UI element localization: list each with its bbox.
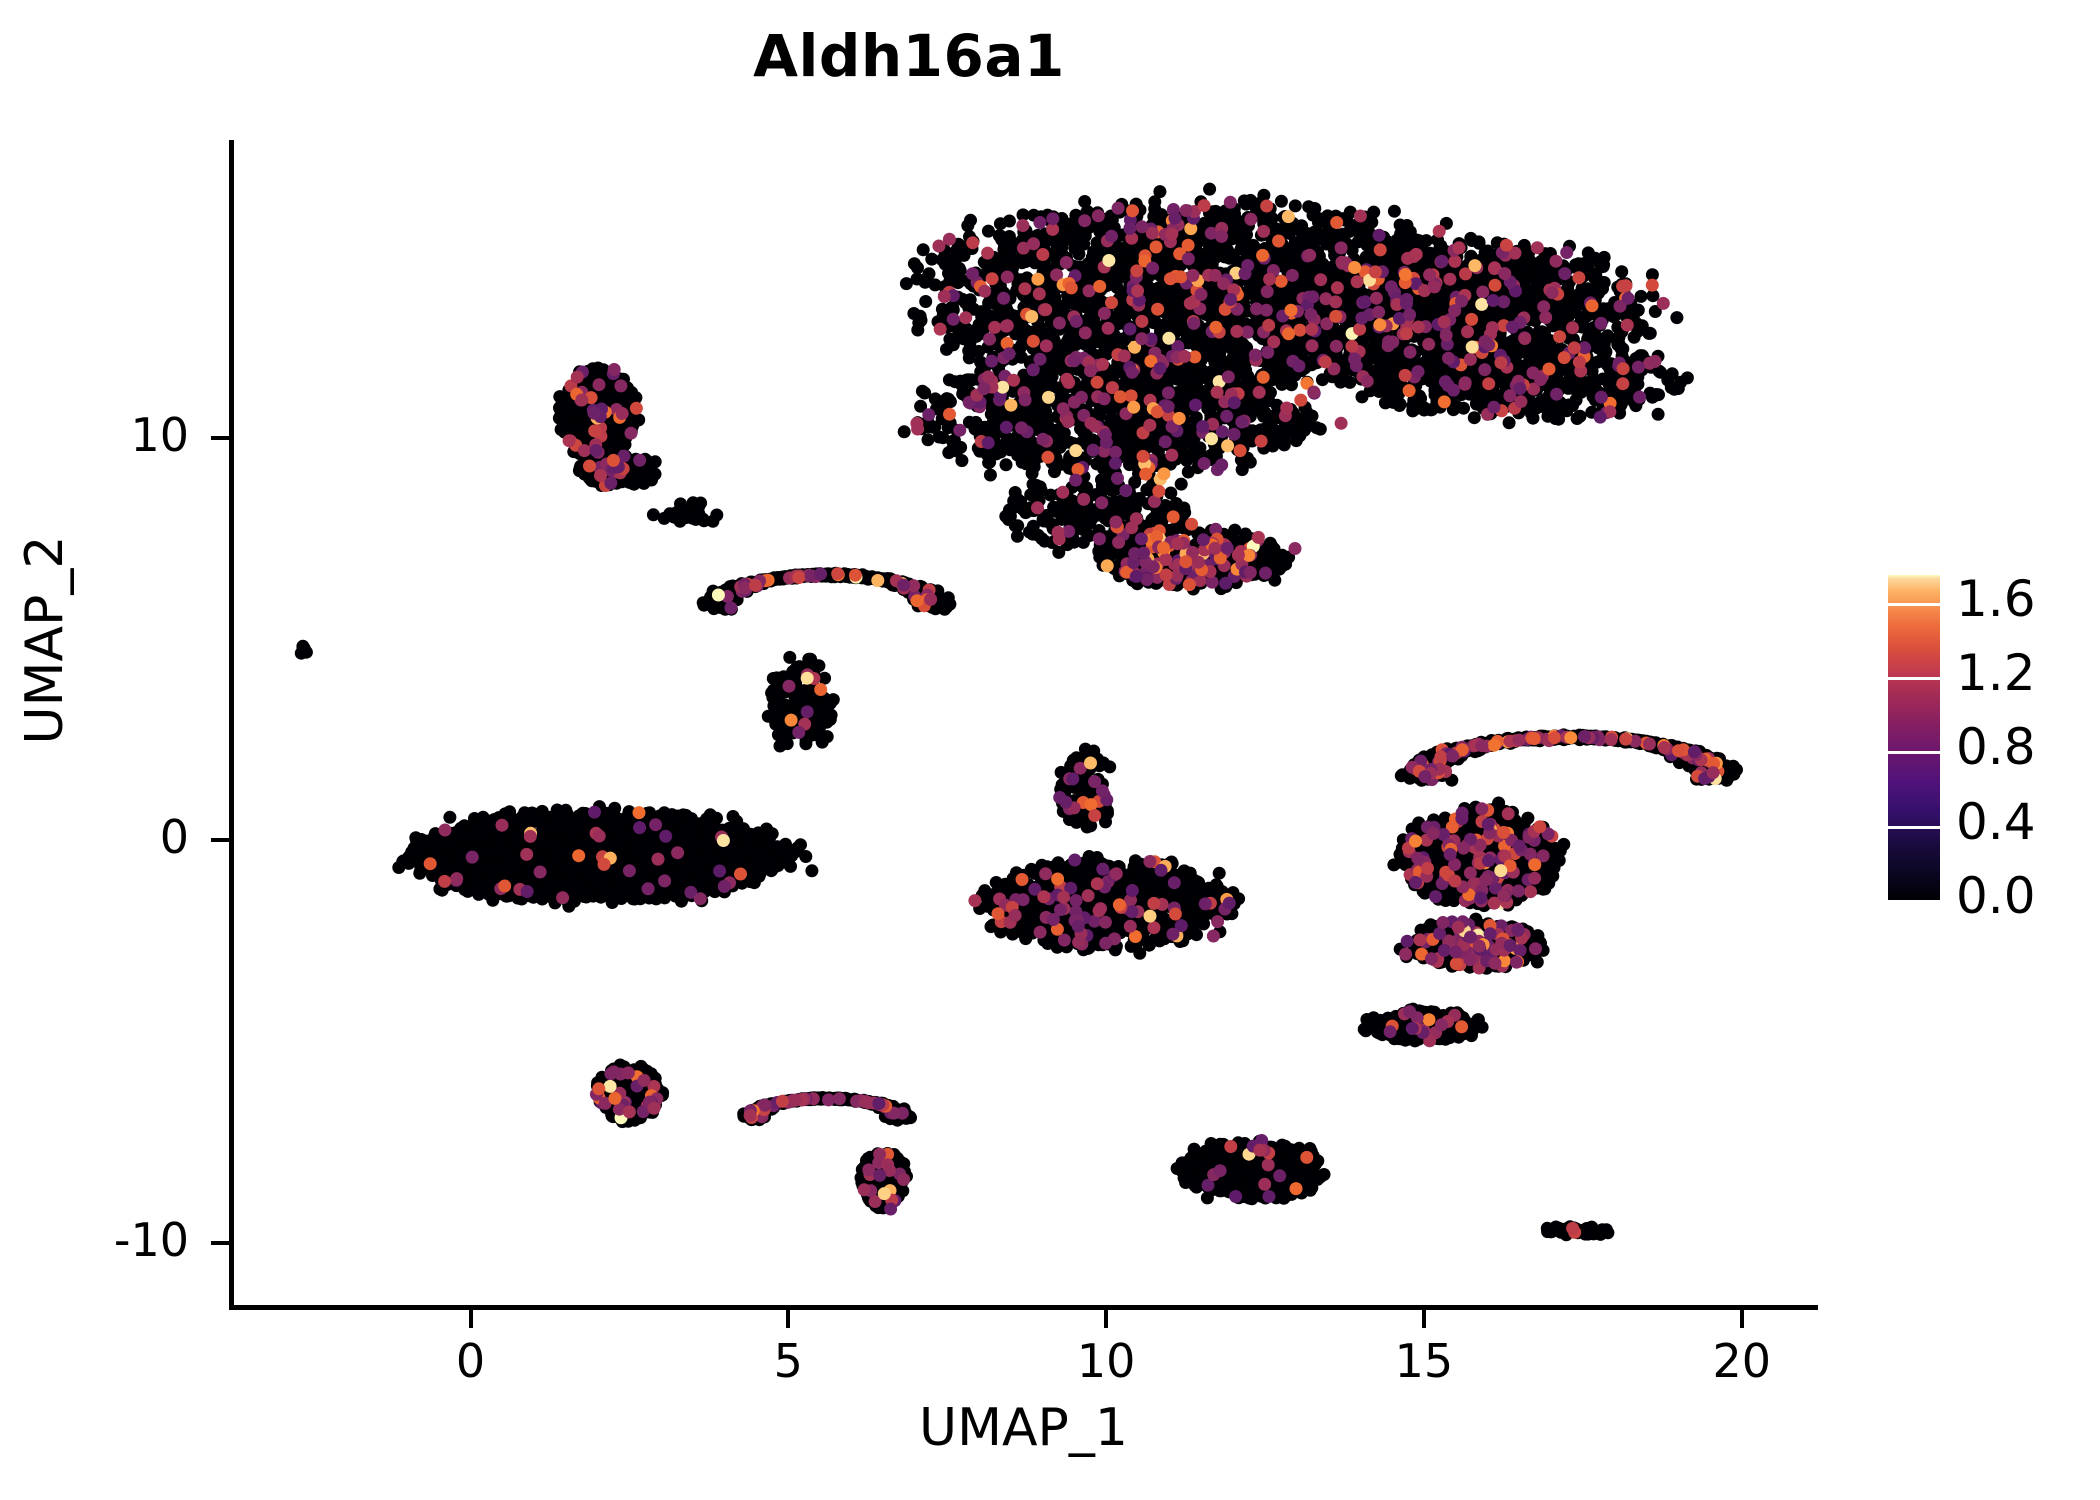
y-tick (211, 1240, 229, 1245)
x-tick (786, 1310, 791, 1328)
y-tick (211, 435, 229, 440)
colorbar-tick-label: 0.8 (1956, 718, 2036, 777)
x-tick (1421, 1310, 1426, 1328)
colorbar-gradient (1888, 575, 1940, 900)
colorbar-tick-label: 0.0 (1956, 867, 2036, 925)
x-tick-label: 20 (1712, 1334, 1771, 1388)
colorbar-tick-label: 1.2 (1956, 644, 2036, 703)
x-tick-label: 0 (455, 1334, 486, 1388)
colorbar-tick (1888, 825, 1940, 829)
colorbar-tick-label: 0.4 (1956, 792, 2036, 851)
y-tick-label: 10 (130, 407, 189, 462)
scatter-plot-canvas (229, 140, 1818, 1307)
x-tick (1104, 1310, 1109, 1328)
x-tick-label: 5 (773, 1334, 803, 1388)
y-tick (211, 838, 229, 843)
colorbar-tick (1888, 751, 1940, 755)
colorbar-tick-label: 1.6 (1956, 569, 2036, 628)
page-title: Aldh16a1 (753, 22, 1065, 90)
colorbar-tick (1888, 602, 1940, 606)
scatter-points-svg (294, 182, 1743, 1242)
y-tick-label: -10 (113, 1212, 189, 1267)
x-tick (468, 1310, 473, 1328)
y-axis-spine (229, 140, 234, 1310)
x-axis-label: UMAP_1 (919, 1398, 1128, 1458)
colorbar-tick (1888, 677, 1940, 681)
y-tick-label: 0 (159, 810, 189, 865)
x-axis-spine (229, 1305, 1818, 1310)
x-tick-label: 10 (1076, 1334, 1136, 1388)
x-tick (1739, 1310, 1744, 1328)
x-tick-label: 15 (1394, 1334, 1454, 1388)
